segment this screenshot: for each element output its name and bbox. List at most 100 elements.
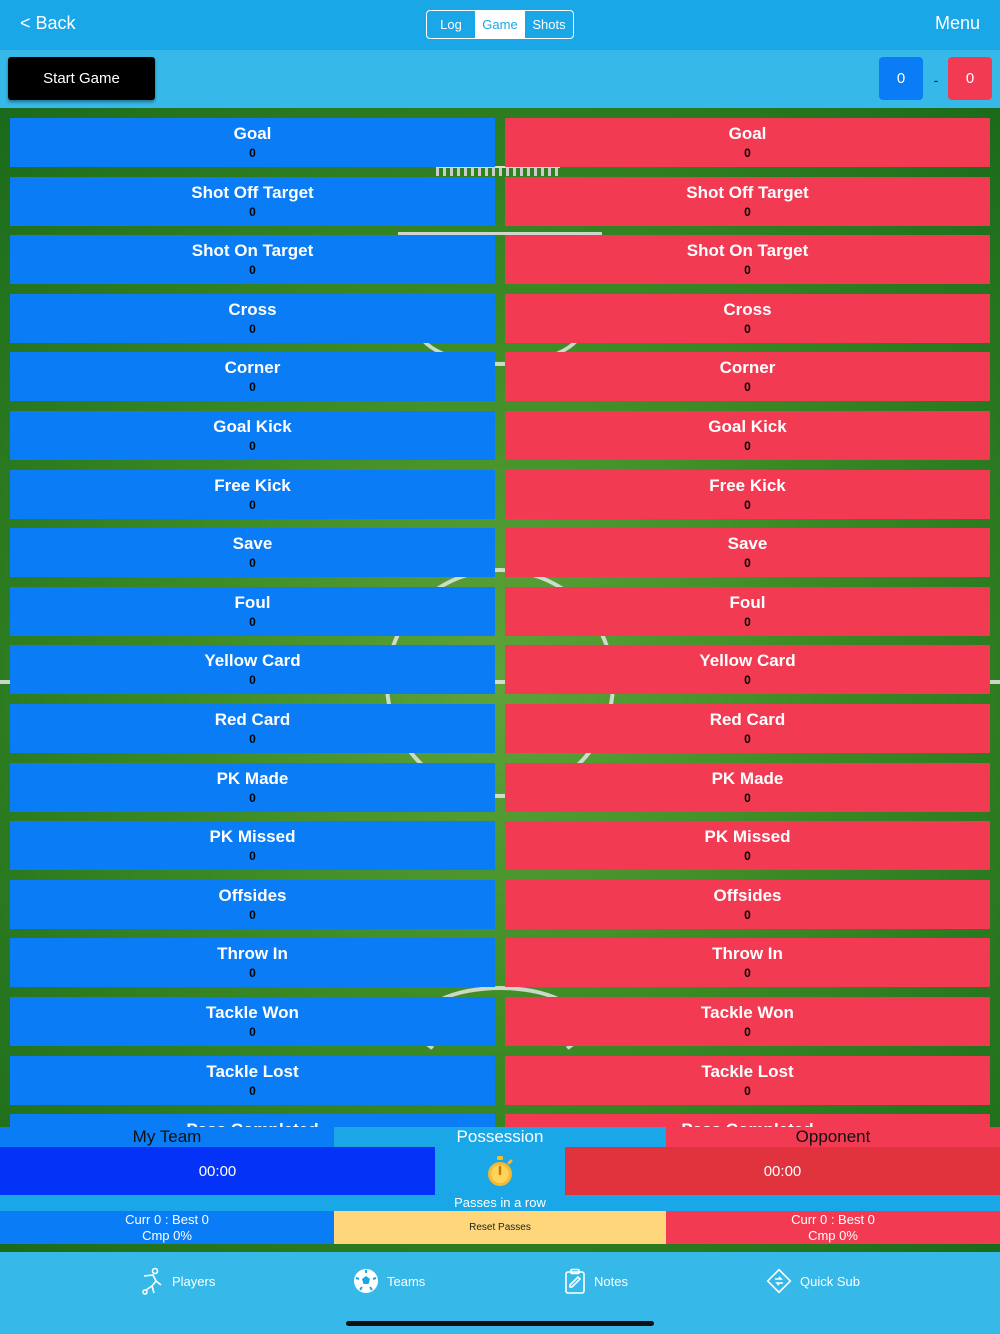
my-possession-timer[interactable]: 00:00 [0, 1147, 435, 1195]
start-game-button[interactable]: Start Game [8, 57, 155, 100]
my-team-goal-kick-button[interactable]: Goal Kick 0 [10, 411, 495, 460]
stat-count: 0 [249, 908, 256, 922]
my-pass-stats: Curr 0 : Best 0 Cmp 0% [0, 1211, 334, 1244]
opponent-cross-button[interactable]: Cross 0 [505, 294, 990, 343]
stat-count: 0 [744, 673, 751, 687]
stat-label: Red Card [709, 710, 786, 729]
my-team-shot-off-target-button[interactable]: Shot Off Target 0 [10, 177, 495, 226]
opponent-throw-in-button[interactable]: Throw In 0 [505, 938, 990, 987]
tab-log[interactable]: Log [427, 11, 476, 38]
tab-quick-sub[interactable]: Quick Sub [766, 1266, 860, 1296]
menu-button[interactable]: Menu [934, 13, 980, 33]
my-team-goal-button[interactable]: Goal 0 [10, 118, 495, 167]
opponent-goal-button[interactable]: Goal 0 [505, 118, 990, 167]
substitution-icon [766, 1268, 792, 1294]
stat-count: 0 [744, 146, 751, 160]
my-team-pk-missed-button[interactable]: PK Missed 0 [10, 821, 495, 870]
opponent-free-kick-button[interactable]: Free Kick 0 [505, 470, 990, 519]
opponent-tackle-lost-button[interactable]: Tackle Lost 0 [505, 1056, 990, 1105]
stat-count: 0 [249, 439, 256, 453]
stat-label: PK Made [216, 769, 289, 788]
bottom-tab-bar: Players Teams Notes Quick Sub [0, 1252, 1000, 1334]
stat-label: Tackle Lost [206, 1062, 299, 1081]
tab-notes[interactable]: Notes [564, 1266, 628, 1296]
opponent-pk-made-button[interactable]: PK Made 0 [505, 763, 990, 812]
stat-count: 0 [249, 205, 256, 219]
goal-net [436, 166, 560, 176]
stat-label: Tackle Won [206, 1003, 299, 1022]
soccer-field-background: Goal 0 Goal 0 Shot Off Target 0 Shot Off Targe… [0, 108, 1000, 1252]
stat-label: Throw In [712, 944, 783, 963]
stat-count: 0 [744, 908, 751, 922]
my-team-save-button[interactable]: Save 0 [10, 528, 495, 577]
stat-label: Free Kick [709, 476, 786, 495]
stat-label: Goal [728, 124, 767, 143]
my-team-tackle-won-button[interactable]: Tackle Won 0 [10, 997, 495, 1046]
tab-game[interactable]: Game [476, 11, 525, 38]
opponent-offsides-button[interactable]: Offsides 0 [505, 880, 990, 929]
reset-passes-button[interactable]: Reset Passes [334, 1211, 666, 1244]
penalty-box-line [398, 232, 602, 235]
stat-label: Shot Off Target [191, 183, 314, 202]
my-team-offsides-button[interactable]: Offsides 0 [10, 880, 495, 929]
tab-players-label: Players [172, 1273, 216, 1289]
stat-count: 0 [744, 498, 751, 512]
stat-count: 0 [744, 205, 751, 219]
my-team-free-kick-button[interactable]: Free Kick 0 [10, 470, 495, 519]
stat-count: 0 [249, 556, 256, 570]
back-button[interactable]: < Back [20, 13, 76, 33]
my-team-cross-button[interactable]: Cross 0 [10, 294, 495, 343]
my-team-tackle-lost-button[interactable]: Tackle Lost 0 [10, 1056, 495, 1105]
stat-count: 0 [249, 1025, 256, 1039]
stat-label: Throw In [217, 944, 288, 963]
my-team-throw-in-button[interactable]: Throw In 0 [10, 938, 495, 987]
stat-label: Corner [224, 358, 281, 377]
stat-count: 0 [249, 498, 256, 512]
opponent-label: Opponent [666, 1127, 1000, 1147]
stat-count: 0 [744, 791, 751, 805]
stat-label: Save [727, 534, 768, 553]
stat-label: Tackle Lost [701, 1062, 794, 1081]
my-team-pk-made-button[interactable]: PK Made 0 [10, 763, 495, 812]
my-team-score[interactable]: 0 [879, 57, 923, 100]
stat-label: Shot On Target [191, 241, 314, 260]
opponent-pk-missed-button[interactable]: PK Missed 0 [505, 821, 990, 870]
opponent-red-card-button[interactable]: Red Card 0 [505, 704, 990, 753]
my-team-shot-on-target-button[interactable]: Shot On Target 0 [10, 235, 495, 284]
stopwatch-button[interactable] [435, 1147, 565, 1195]
opponent-foul-button[interactable]: Foul 0 [505, 587, 990, 636]
passes-in-a-row-label: Passes in a row [0, 1195, 1000, 1211]
my-team-red-card-button[interactable]: Red Card 0 [10, 704, 495, 753]
opponent-corner-button[interactable]: Corner 0 [505, 352, 990, 401]
tab-shots[interactable]: Shots [532, 17, 566, 32]
opponent-yellow-card-button[interactable]: Yellow Card 0 [505, 645, 990, 694]
possession-title: Possession [334, 1127, 666, 1147]
stat-label: Foul [729, 593, 766, 612]
opponent-possession-timer[interactable]: 00:00 [565, 1147, 1000, 1195]
tab-teams[interactable]: Teams [353, 1266, 425, 1296]
stat-count: 0 [744, 263, 751, 277]
opponent-shot-off-target-button[interactable]: Shot Off Target 0 [505, 177, 990, 226]
my-team-foul-button[interactable]: Foul 0 [10, 587, 495, 636]
stat-label: Cross [228, 300, 277, 319]
opponent-save-button[interactable]: Save 0 [505, 528, 990, 577]
my-team-corner-button[interactable]: Corner 0 [10, 352, 495, 401]
home-indicator [346, 1321, 654, 1326]
stat-label: Yellow Card [204, 651, 301, 670]
opponent-shot-on-target-button[interactable]: Shot On Target 0 [505, 235, 990, 284]
tab-players[interactable]: Players [140, 1266, 215, 1296]
stat-count: 0 [744, 1084, 751, 1098]
game-toolbar: Start Game 0 - 0 [0, 50, 1000, 108]
opponent-goal-kick-button[interactable]: Goal Kick 0 [505, 411, 990, 460]
opponent-tackle-won-button[interactable]: Tackle Won 0 [505, 997, 990, 1046]
view-segmented-control: Log Game Shots [426, 10, 574, 39]
stat-label: Yellow Card [699, 651, 796, 670]
stat-count: 0 [744, 1025, 751, 1039]
stat-label: PK Missed [704, 827, 791, 846]
my-team-label: My Team [0, 1127, 334, 1147]
stat-label: Shot Off Target [686, 183, 809, 202]
opponent-score[interactable]: 0 [948, 57, 992, 100]
stat-count: 0 [744, 849, 751, 863]
my-team-yellow-card-button[interactable]: Yellow Card 0 [10, 645, 495, 694]
stat-count: 0 [249, 1084, 256, 1098]
